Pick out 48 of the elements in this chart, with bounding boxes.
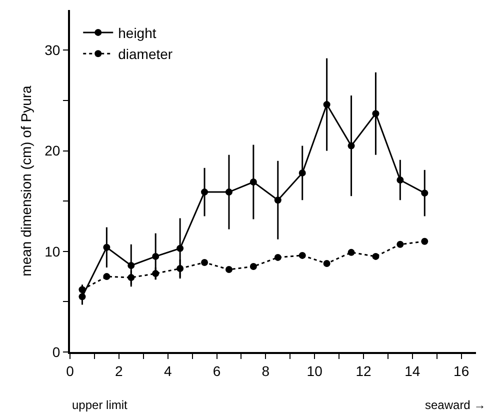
- point: [323, 260, 330, 267]
- x-tick-label: 10: [306, 362, 323, 379]
- point: [298, 169, 306, 176]
- point: [396, 240, 404, 248]
- y-axis-title: mean dimension (cm) of Pyura: [18, 85, 34, 276]
- point: [396, 176, 404, 184]
- y-tick-label: 0: [52, 344, 60, 360]
- legend-label: diameter: [118, 46, 173, 62]
- point: [152, 252, 160, 260]
- x-tick-label: 6: [212, 362, 221, 379]
- point: [201, 258, 208, 266]
- point: [176, 244, 184, 252]
- x-tick-label: 16: [454, 362, 470, 379]
- point: [372, 252, 380, 260]
- point: [103, 273, 110, 280]
- point: [250, 263, 257, 270]
- point: [201, 188, 208, 196]
- point: [274, 196, 282, 204]
- x-tick-label: 12: [356, 362, 372, 379]
- point: [421, 238, 428, 245]
- point: [103, 244, 110, 251]
- point: [128, 262, 135, 269]
- y-tick-label: 30: [44, 42, 60, 58]
- point: [348, 248, 355, 256]
- point: [78, 286, 86, 294]
- x-tick-label: 4: [164, 362, 172, 379]
- x-tick-label: 2: [115, 362, 124, 379]
- point: [250, 178, 257, 186]
- point: [176, 265, 184, 272]
- x-tick-label: 8: [262, 362, 270, 379]
- legend-label: height: [118, 24, 156, 41]
- x-tick-label: 14: [404, 362, 420, 379]
- point: [225, 266, 232, 274]
- point: [78, 293, 86, 300]
- y-tick-label: 10: [44, 243, 60, 260]
- text: upper limit: [72, 398, 128, 412]
- y-tick-label: 20: [44, 142, 60, 159]
- point: [348, 142, 355, 150]
- point: [128, 274, 135, 282]
- point: [421, 190, 428, 197]
- point: [323, 101, 330, 108]
- point: [225, 188, 232, 196]
- x-tick-label: 0: [66, 362, 74, 379]
- point: [372, 110, 380, 118]
- point: [274, 254, 282, 261]
- text: seaward →: [425, 398, 486, 412]
- point: [298, 252, 306, 259]
- point: [152, 270, 160, 278]
